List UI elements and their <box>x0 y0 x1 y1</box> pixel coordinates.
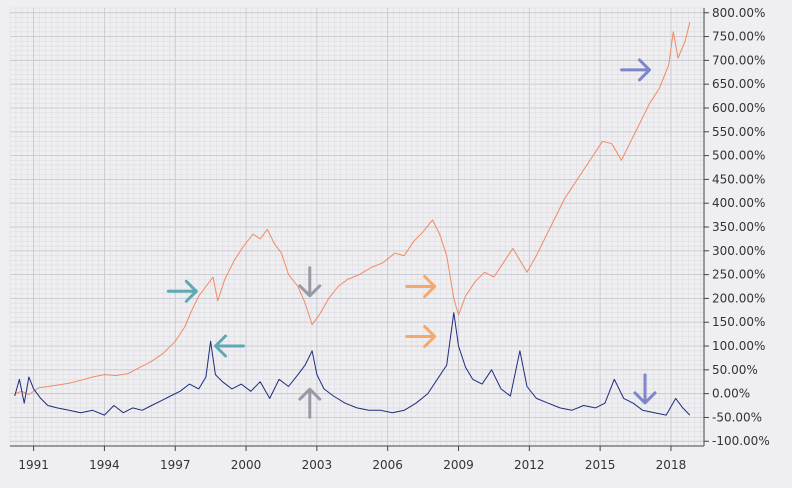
arrow-blue-down <box>633 373 657 405</box>
series-line-1 <box>14 22 691 396</box>
arrow-orange-right-lower <box>405 325 437 348</box>
x-tick-label: 2009 <box>443 458 474 472</box>
arrow-orange-right-upper <box>405 275 437 298</box>
x-tick-label: 2012 <box>514 458 545 472</box>
x-tick-label: 2000 <box>231 458 262 472</box>
y-tick-label: 800.00% <box>712 6 765 20</box>
arrow-teal-right-shape <box>166 279 198 303</box>
x-tick-label: 1991 <box>18 458 49 472</box>
series-line-2 <box>14 312 691 416</box>
major-grid <box>10 8 704 446</box>
y-tick-label: -100.00% <box>712 434 770 448</box>
arrow-gray-up-shape <box>298 387 322 419</box>
arrow-blue-right <box>620 58 651 82</box>
arrow-teal-left <box>214 334 245 358</box>
y-tick-label: 150.00% <box>712 315 765 329</box>
y-tick-label: 200.00% <box>712 291 765 305</box>
arrow-orange-right-lower-shape <box>405 325 437 348</box>
y-tick-label: 0.00% <box>712 387 750 401</box>
y-tick-label: 650.00% <box>712 77 765 91</box>
y-tick-label: 700.00% <box>712 53 765 67</box>
y-tick-label: 300.00% <box>712 244 765 258</box>
y-tick-label: 250.00% <box>712 268 765 282</box>
y-tick-label: 50.00% <box>712 363 758 377</box>
x-tick-label: 1994 <box>89 458 120 472</box>
y-tick-label: 450.00% <box>712 172 765 186</box>
x-tick-label: 2003 <box>302 458 333 472</box>
y-tick-label: 600.00% <box>712 101 765 115</box>
arrow-gray-down-shape <box>298 266 322 298</box>
arrow-teal-left-shape <box>214 334 245 358</box>
y-tick-label: 550.00% <box>712 125 765 139</box>
x-tick-label: 1997 <box>160 458 191 472</box>
x-tick-label: 2015 <box>585 458 616 472</box>
y-tick-label: 100.00% <box>712 339 765 353</box>
arrow-gray-up <box>298 387 322 419</box>
x-tick-label: 2018 <box>656 458 687 472</box>
axis-layer: 800.00% 750.00% 700.00% 650.00% 600.00% 550.0… <box>10 6 770 472</box>
y-tick-label: -50.00% <box>712 410 762 424</box>
series-layer <box>14 22 691 416</box>
y-tick-label: 400.00% <box>712 196 765 210</box>
arrow-teal-right <box>166 279 198 303</box>
arrow-orange-right-upper-shape <box>405 275 437 298</box>
x-tick-label: 2006 <box>372 458 403 472</box>
y-tick-label: 350.00% <box>712 220 765 234</box>
arrow-blue-right-shape <box>620 58 651 82</box>
annotation-layer <box>166 58 657 419</box>
y-tick-label: 750.00% <box>712 30 765 44</box>
arrow-gray-down <box>298 266 322 298</box>
arrow-blue-down-shape <box>633 373 657 405</box>
y-tick-label: 500.00% <box>712 149 765 163</box>
